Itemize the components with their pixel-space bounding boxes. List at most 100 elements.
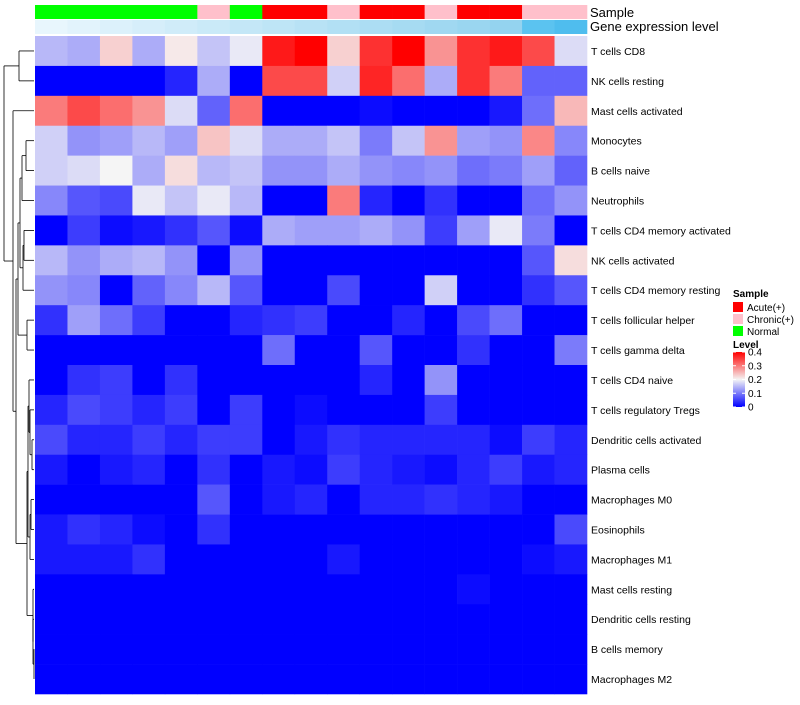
heatmap-cell <box>554 155 588 186</box>
heatmap-cell <box>164 335 198 366</box>
heatmap-cell <box>229 454 263 485</box>
heatmap-cell <box>197 424 231 456</box>
heatmap-cell <box>522 305 555 336</box>
heatmap-cell <box>424 185 458 216</box>
heatmap-cell <box>457 305 490 336</box>
gene-expression-annotation-cell <box>294 20 328 34</box>
heatmap-cell <box>132 215 166 246</box>
row-label: Plasma cells <box>591 465 650 477</box>
gene-expression-annotation-cell <box>392 20 425 34</box>
heatmap-cell <box>392 424 425 456</box>
heatmap-cell <box>522 125 555 156</box>
row-label: Macrophages M2 <box>591 674 672 686</box>
heatmap-cell <box>262 215 296 246</box>
heatmap-cell <box>457 215 490 246</box>
heatmap-cell <box>164 185 198 216</box>
heatmap-cell <box>489 95 523 127</box>
row-label: Mast cells activated <box>591 106 683 118</box>
heatmap-cell <box>99 365 133 396</box>
heatmap-cell <box>424 634 458 665</box>
heatmap-cell <box>197 185 231 216</box>
heatmap-cell <box>262 95 296 127</box>
heatmap-cell <box>359 36 393 67</box>
heatmap-cell <box>554 394 588 426</box>
heatmap-cell <box>197 484 231 515</box>
heatmap-cell <box>67 95 101 127</box>
heatmap-cell <box>229 155 263 186</box>
heatmap-cell <box>262 664 296 695</box>
heatmap-cell <box>164 305 198 336</box>
heatmap-cell <box>35 544 68 575</box>
sample-legend: Sample Acute(+)Chronic(+)Normal <box>733 289 794 338</box>
row-label: Macrophages M1 <box>591 554 672 566</box>
heatmap-cell <box>489 245 523 276</box>
heatmap-cell <box>197 245 231 276</box>
heatmap-cell <box>164 245 198 276</box>
heatmap-cell <box>67 245 101 276</box>
sample-annotation-cell <box>262 5 296 19</box>
heatmap-cell <box>554 574 588 605</box>
heatmap-cell <box>67 454 101 485</box>
heatmap-cell <box>132 514 166 545</box>
heatmap-cell <box>164 155 198 186</box>
heatmap-cell <box>35 484 68 515</box>
heatmap-cell <box>457 245 490 276</box>
heatmap-cell <box>327 454 361 485</box>
heatmap-cell <box>522 454 555 485</box>
heatmap-cell <box>197 574 231 605</box>
heatmap-cell <box>262 155 296 186</box>
heatmap-cell <box>132 245 166 276</box>
heatmap-cell <box>392 454 425 485</box>
heatmap-cell <box>132 305 166 336</box>
heatmap-cell <box>554 604 588 635</box>
sample-legend-label: Acute(+) <box>747 303 785 314</box>
heatmap-cell <box>554 95 588 127</box>
heatmap-cell <box>489 125 523 156</box>
heatmap-cell <box>132 544 166 575</box>
heatmap-cell <box>522 155 555 186</box>
level-tick-label: 0.1 <box>748 389 762 400</box>
heatmap-cell <box>197 634 231 665</box>
heatmap-cell <box>164 574 198 605</box>
heatmap-cell <box>132 155 166 186</box>
heatmap-cell <box>67 634 101 665</box>
heatmap-cell <box>392 125 425 156</box>
heatmap-cell <box>522 634 555 665</box>
heatmap-cell <box>164 424 198 456</box>
heatmap-cell <box>424 245 458 276</box>
heatmap-cell <box>457 394 490 426</box>
heatmap-cell <box>424 335 458 366</box>
heatmap-cell <box>489 36 523 67</box>
heatmap-cell <box>294 305 328 336</box>
heatmap-cell <box>392 394 425 426</box>
heatmap-cell <box>229 604 263 635</box>
heatmap-cell <box>229 215 263 246</box>
row-label: T cells CD4 memory activated <box>591 225 731 237</box>
heatmap-cell <box>489 634 523 665</box>
heatmap-cell <box>294 664 328 695</box>
heatmap-cell <box>392 95 425 127</box>
heatmap-cell <box>457 185 490 216</box>
heatmap-cell <box>327 95 361 127</box>
gene-expression-annotation-cell <box>164 20 198 34</box>
heatmap-cell <box>229 544 263 575</box>
heatmap-cell <box>164 215 198 246</box>
heatmap-cell <box>99 95 133 127</box>
heatmap-cell <box>489 394 523 426</box>
heatmap-cell <box>392 245 425 276</box>
heatmap-cell <box>359 275 393 306</box>
heatmap-cell <box>489 574 523 605</box>
heatmap-cell <box>164 365 198 396</box>
heatmap-cell <box>262 305 296 336</box>
heatmap-cell <box>294 36 328 67</box>
heatmap-cell <box>132 394 166 426</box>
gene-expression-annotation-cell <box>132 20 166 34</box>
heatmap-cell <box>262 394 296 426</box>
heatmap-cell <box>489 155 523 186</box>
heatmap-cell <box>67 305 101 336</box>
heatmap-cell <box>229 95 263 127</box>
heatmap-cell <box>229 275 263 306</box>
heatmap-cell <box>554 335 588 366</box>
heatmap-cell <box>392 604 425 635</box>
heatmap-cell <box>457 125 490 156</box>
